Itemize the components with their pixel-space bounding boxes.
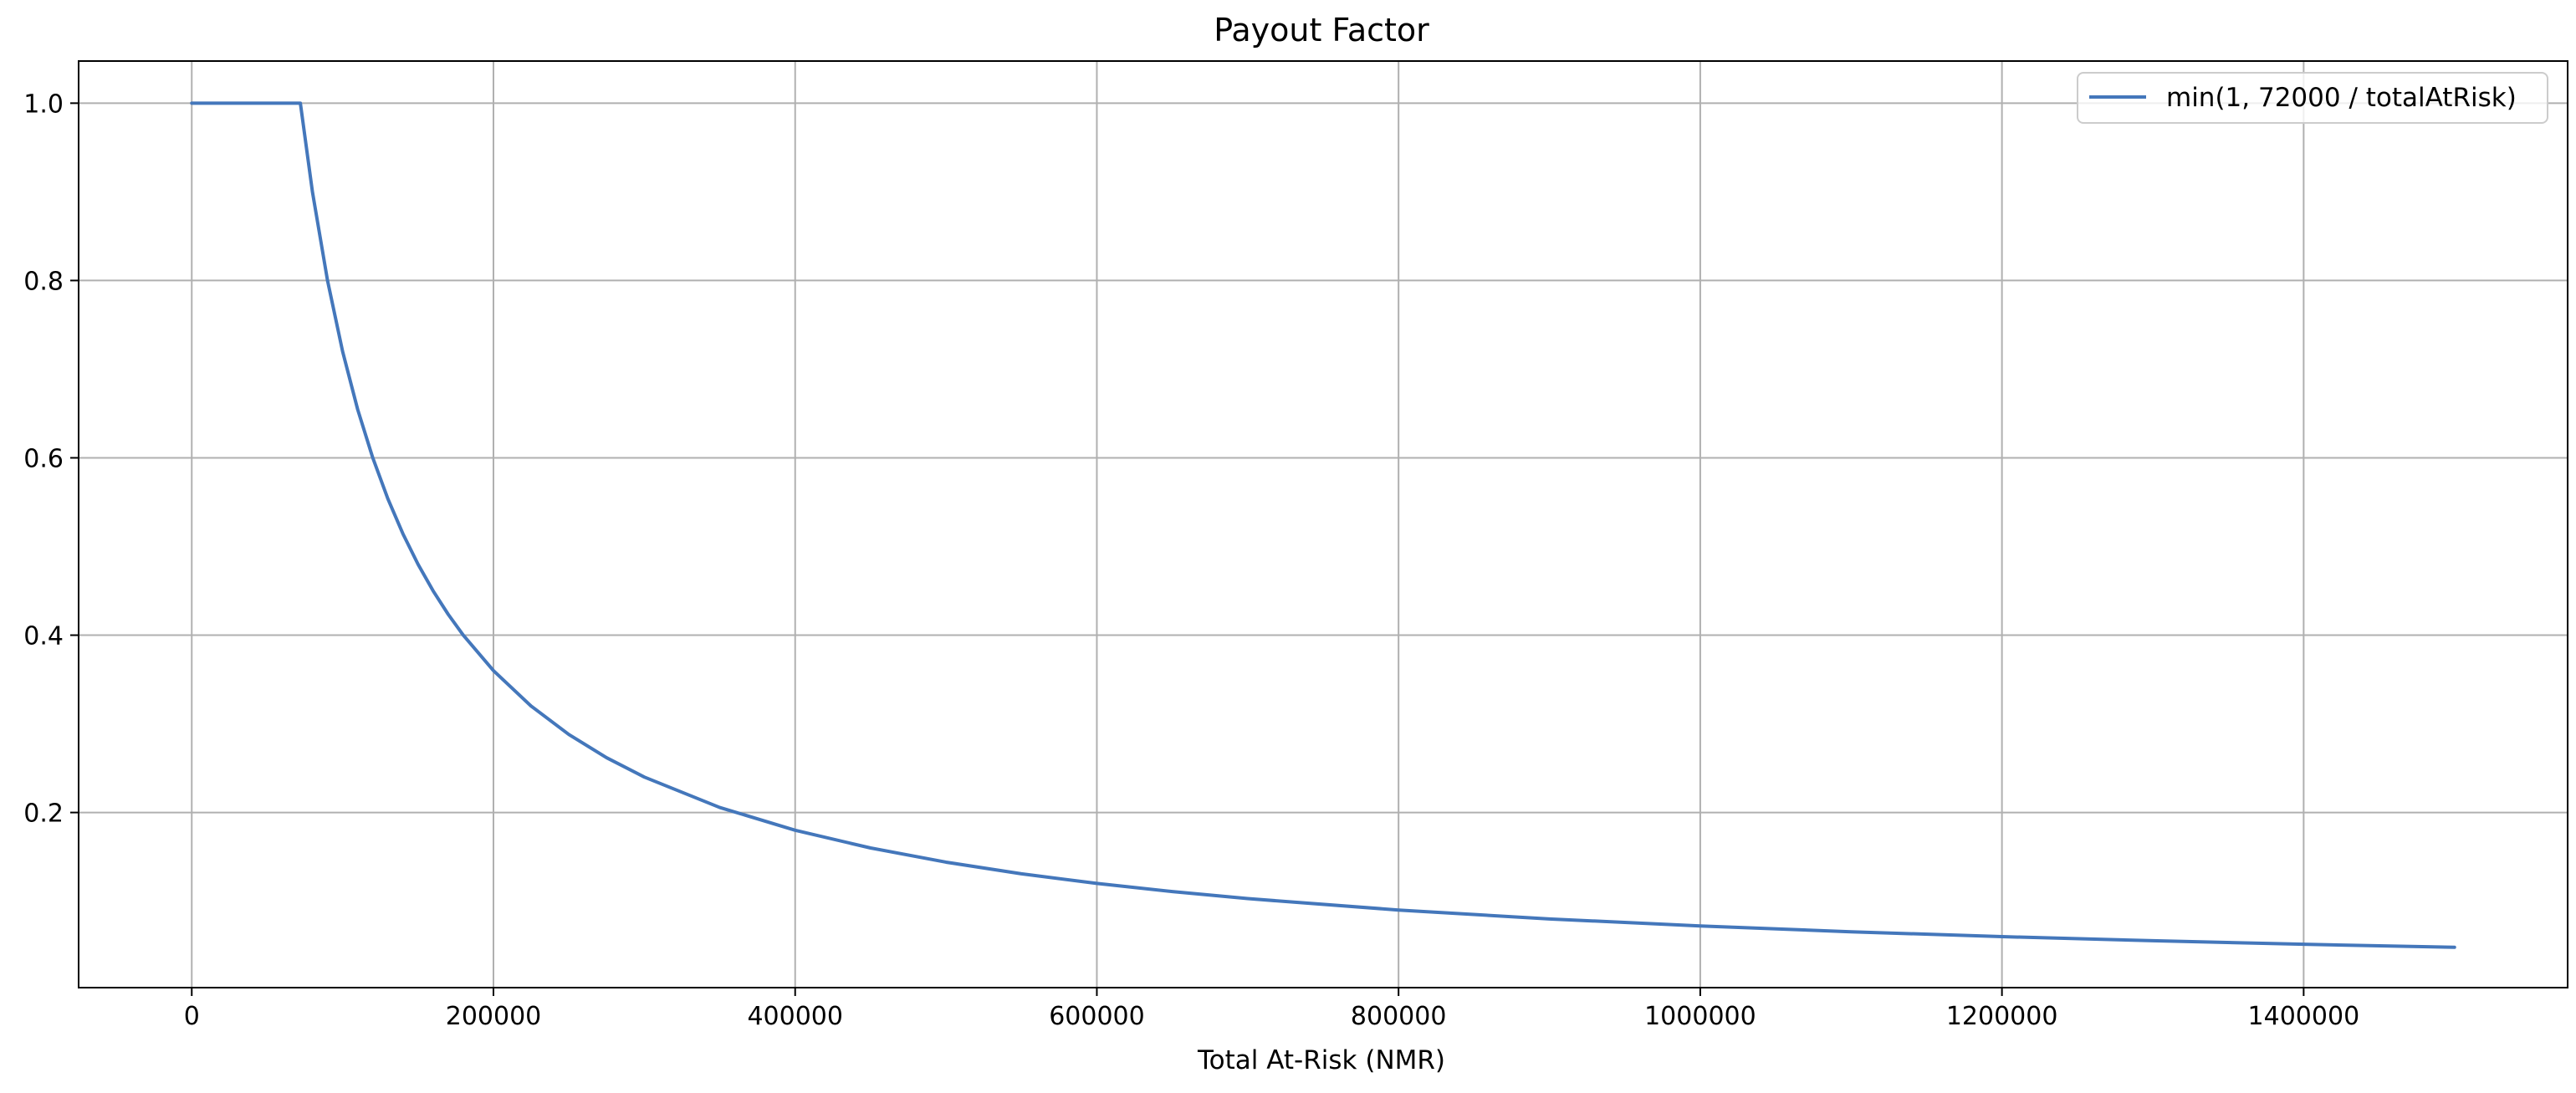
ticks: 0 200000 400000 600000 800000 1000000 1200000 1… <box>23 89 2359 1031</box>
y-tick-label: 1.0 <box>23 89 64 119</box>
x-axis-label: Total At-Risk (NMR) <box>1197 1045 1445 1075</box>
legend-label: min(1, 72000 / totalAtRisk) <box>2166 83 2517 113</box>
x-tick-label: 400000 <box>747 1002 843 1031</box>
x-tick-label: 1200000 <box>1946 1002 2058 1031</box>
x-tick-label: 1000000 <box>1644 1002 1756 1031</box>
y-tick-label: 0.2 <box>23 799 64 829</box>
y-tick-label: 0.8 <box>23 267 64 296</box>
series-line-0 <box>190 101 2456 949</box>
y-tick-label: 0.4 <box>23 622 64 651</box>
chart-title: Payout Factor <box>1214 12 1429 49</box>
y-tick-label: 0.6 <box>23 444 64 473</box>
x-tick-label: 200000 <box>446 1002 542 1031</box>
x-tick-label: 1400000 <box>2248 1002 2360 1031</box>
plot-frame <box>78 60 2568 988</box>
legend-box <box>2077 72 2548 124</box>
x-tick-label: 800000 <box>1351 1002 1447 1031</box>
x-tick-label: 0 <box>184 1002 200 1031</box>
series-layer <box>190 101 2456 949</box>
x-tick-label: 600000 <box>1049 1002 1145 1031</box>
legend: min(1, 72000 / totalAtRisk) <box>2077 72 2548 124</box>
